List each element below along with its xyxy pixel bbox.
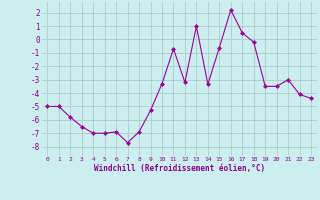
X-axis label: Windchill (Refroidissement éolien,°C): Windchill (Refroidissement éolien,°C) bbox=[94, 164, 265, 173]
